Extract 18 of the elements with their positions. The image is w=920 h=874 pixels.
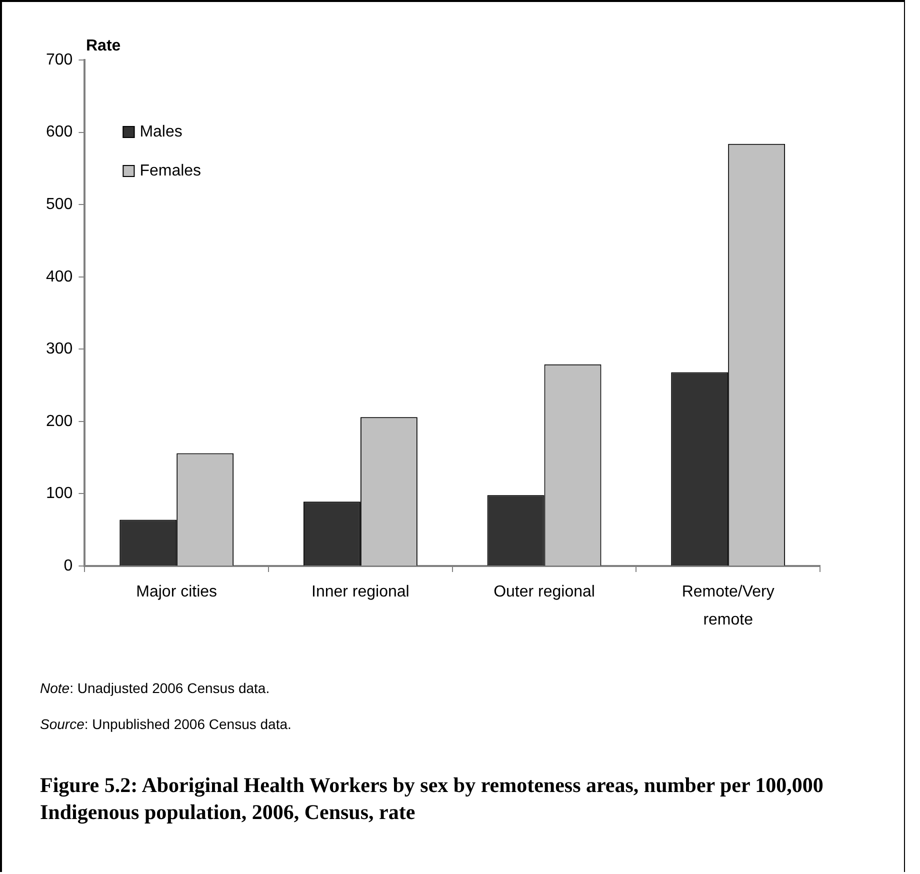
legend-label: Females <box>140 162 202 180</box>
text: Note: Unadjusted 2006 Census data. <box>40 680 270 696</box>
y-tick-label: 700 <box>46 51 73 68</box>
y-tick-label: 600 <box>46 124 73 141</box>
x-tick-label: Remote/Very remote <box>682 583 774 628</box>
y-tick-label: 0 <box>64 557 73 574</box>
y-tick-label: 300 <box>46 340 73 358</box>
y-tick-label: 500 <box>46 196 73 213</box>
x-tick-label: Outer regional <box>494 583 595 600</box>
x-tick-label: Major cities <box>136 583 218 600</box>
x-tick-label: Inner regional <box>312 583 410 600</box>
y-tick-label: 100 <box>46 485 73 502</box>
source-note: Source: Unpublished 2006 Census data. <box>40 716 292 732</box>
y-tick-label: 400 <box>46 268 73 286</box>
legend-label: Males <box>140 123 182 140</box>
y-tick-label: 200 <box>46 412 73 430</box>
y-axis-title: Rate <box>86 37 121 54</box>
text: Figure 5.2: Aboriginal Health Workers by sex by remoteness areas, number per 100,000 Indigenous population, 2006, Census, rate <box>40 772 824 826</box>
